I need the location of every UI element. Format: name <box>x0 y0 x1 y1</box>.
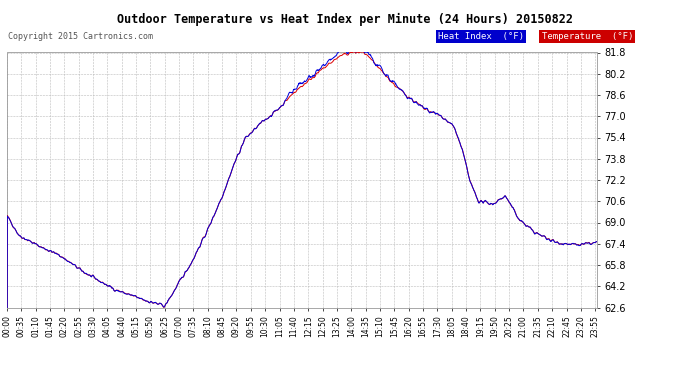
Text: Outdoor Temperature vs Heat Index per Minute (24 Hours) 20150822: Outdoor Temperature vs Heat Index per Mi… <box>117 13 573 26</box>
Text: Copyright 2015 Cartronics.com: Copyright 2015 Cartronics.com <box>8 32 153 41</box>
Text: Temperature  (°F): Temperature (°F) <box>542 32 633 41</box>
Text: Heat Index  (°F): Heat Index (°F) <box>438 32 524 41</box>
